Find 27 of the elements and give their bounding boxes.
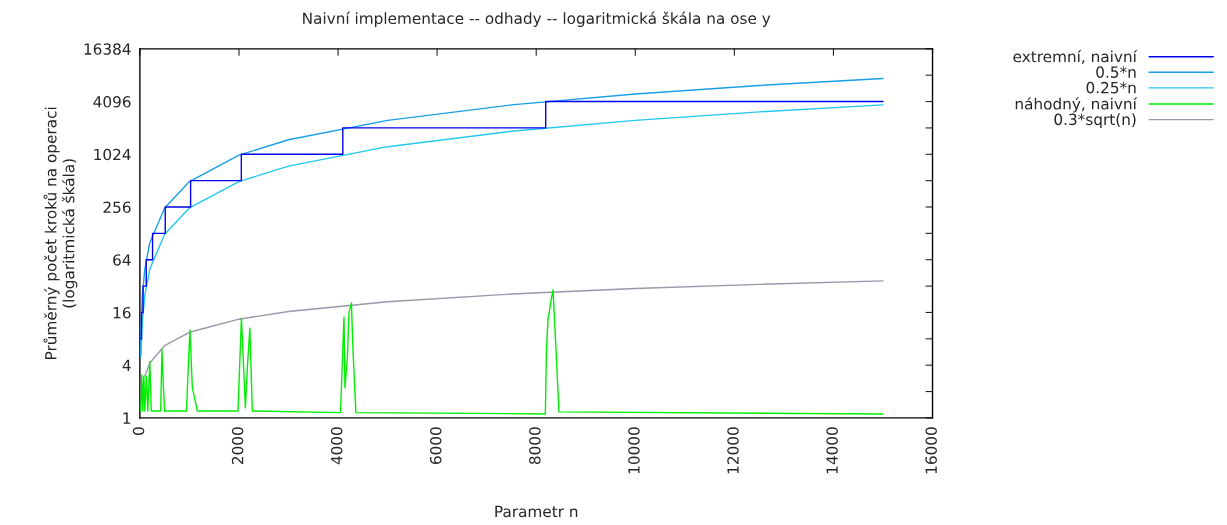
line-series bbox=[144, 280, 884, 377]
x-axis-title: Parametr n bbox=[495, 505, 578, 518]
y-tick-label: 4096 bbox=[93, 96, 131, 108]
x-tick-label: 0 bbox=[132, 427, 145, 435]
x-tick-label: 14000 bbox=[826, 427, 838, 474]
y-tick-label: 64 bbox=[113, 254, 131, 266]
y-tick-label: 16384 bbox=[84, 43, 131, 55]
x-tick-label: 6000 bbox=[430, 427, 442, 465]
legend-label: extremní, naivní bbox=[1013, 49, 1138, 64]
y-tick-label: 16 bbox=[113, 306, 131, 319]
y-tick-label: 256 bbox=[103, 201, 131, 214]
y-tick-label: 1024 bbox=[94, 148, 131, 161]
legend-label: 0.25*n bbox=[1086, 81, 1136, 94]
legend-label: 0.5*n bbox=[1096, 66, 1136, 78]
x-tick-label: 8000 bbox=[529, 427, 541, 465]
y-tick-label: 1 bbox=[123, 412, 131, 424]
x-tick-label: 10000 bbox=[628, 427, 640, 474]
x-tick-label: 4000 bbox=[330, 427, 343, 465]
y-tick-label: 4 bbox=[122, 359, 131, 371]
x-tick-label: 12000 bbox=[727, 427, 739, 474]
y-axis-title: Průměrný počet kroků na operaci (logaritmická škála) bbox=[43, 107, 78, 359]
x-tick-label: 16000 bbox=[925, 427, 937, 474]
chart-title: Naivní implementace -- odhady -- logaritmická škála na ose y bbox=[303, 11, 771, 27]
legend-label: 0.3*sqrt(n) bbox=[1054, 113, 1136, 129]
x-tick-label: 2000 bbox=[231, 427, 244, 464]
line-series bbox=[140, 289, 884, 415]
legend-label: náhodný, naivní bbox=[1015, 97, 1138, 113]
